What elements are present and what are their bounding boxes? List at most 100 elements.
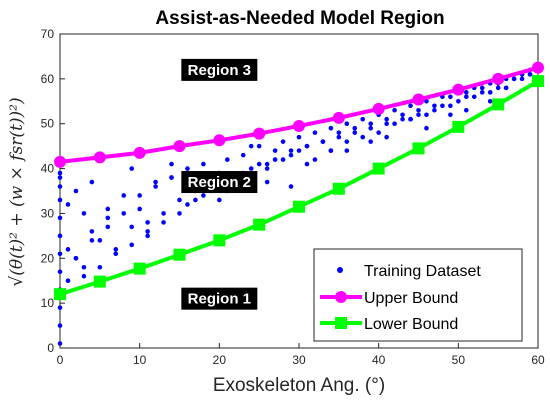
training-point — [264, 161, 270, 167]
training-point — [256, 143, 262, 149]
training-point — [368, 139, 374, 144]
region-label: Region 2 — [188, 174, 251, 191]
training-point — [424, 125, 429, 131]
lower-bound-marker — [412, 142, 425, 155]
upper-bound-marker — [412, 93, 425, 106]
y-tick-label: 30 — [41, 206, 55, 220]
training-point — [57, 323, 63, 328]
y-axis-ticks: 0 10 20 30 40 50 60 70 — [41, 27, 65, 355]
training-point — [145, 233, 150, 239]
training-point — [81, 273, 87, 279]
training-point — [57, 197, 63, 203]
training-point — [479, 90, 485, 95]
training-point — [344, 148, 350, 153]
training-point — [217, 197, 222, 203]
training-point — [320, 139, 326, 144]
training-point — [272, 148, 278, 153]
training-point — [121, 193, 127, 198]
training-point — [73, 188, 79, 194]
training-point — [312, 130, 318, 135]
training-point — [328, 125, 334, 131]
training-point — [57, 170, 63, 176]
lower-bound-marker — [253, 218, 266, 231]
legend-label-upper: Upper Bound — [364, 290, 458, 307]
training-point — [137, 206, 142, 212]
training-point — [145, 220, 150, 225]
training-point — [153, 184, 158, 189]
training-point — [288, 148, 294, 153]
training-point — [384, 116, 389, 122]
x-axis-ticks: 0 10 20 30 40 50 60 — [57, 343, 545, 367]
lower-bound-marker — [372, 162, 385, 175]
training-point — [161, 220, 166, 225]
training-point — [201, 161, 206, 167]
training-point — [360, 116, 366, 122]
lower-bound-marker — [532, 75, 544, 88]
training-point — [89, 179, 95, 185]
x-axis-label: Exoskeleton Ang. (°) — [213, 375, 385, 396]
region-label-bg — [181, 58, 258, 81]
training-point — [57, 215, 63, 221]
training-point — [336, 130, 342, 135]
x-tick-label: 60 — [531, 353, 545, 367]
legend: Training Dataset Upper Bound Lower Bound — [313, 248, 523, 342]
region-label-bg — [181, 287, 258, 310]
training-points — [57, 63, 541, 346]
lower-bound-marker — [54, 288, 66, 301]
training-point — [384, 134, 389, 140]
lower-bound-marker — [213, 234, 226, 247]
y-tick-label: 20 — [41, 251, 55, 265]
upper-bound-marker — [133, 146, 146, 159]
training-point — [288, 152, 294, 158]
upper-bound-marker — [532, 61, 544, 74]
training-point — [240, 152, 246, 158]
training-point — [336, 134, 342, 140]
training-point — [169, 161, 174, 167]
y-tick-label: 10 — [41, 296, 55, 310]
lower-bound-marker — [452, 120, 465, 133]
training-point — [408, 116, 413, 122]
training-point — [479, 85, 485, 91]
region-label-bg — [181, 171, 258, 194]
training-point — [81, 211, 87, 216]
training-point — [97, 238, 103, 243]
training-point — [464, 107, 469, 113]
training-point — [280, 157, 286, 162]
training-point — [177, 211, 182, 216]
legend-label-training: Training Dataset — [364, 263, 481, 280]
training-point — [57, 184, 63, 189]
training-point — [400, 116, 405, 122]
training-point — [448, 94, 453, 100]
upper-bound-marker — [253, 127, 266, 140]
y-axis-label: √(θ(t)² + (w × fsr(t))²) — [7, 97, 27, 286]
legend-marker-upper — [335, 291, 347, 303]
training-point — [471, 94, 477, 100]
training-point — [57, 175, 63, 180]
bound-markers — [54, 61, 544, 301]
training-point — [503, 85, 509, 91]
training-point — [256, 161, 262, 167]
training-point — [225, 157, 230, 162]
training-point — [105, 215, 111, 221]
training-point — [416, 112, 421, 118]
training-point — [392, 121, 397, 127]
training-point — [312, 157, 318, 162]
chart-title: Assist-as-Needed Model Region — [155, 8, 444, 29]
training-point — [89, 238, 95, 243]
training-point — [487, 90, 493, 95]
training-point — [511, 76, 517, 82]
training-point — [392, 107, 397, 113]
training-point — [368, 121, 374, 127]
training-point — [57, 233, 63, 239]
training-point — [384, 121, 389, 127]
legend-marker-lower — [335, 317, 347, 329]
training-point — [304, 143, 310, 149]
region-labels: Region 3 Region 2 Region 1 — [181, 58, 258, 310]
training-point — [280, 139, 286, 144]
training-point — [448, 112, 453, 118]
upper-bound-marker — [173, 140, 186, 153]
training-point — [368, 125, 374, 131]
training-point — [264, 179, 270, 185]
lower-bound-marker — [293, 200, 305, 213]
